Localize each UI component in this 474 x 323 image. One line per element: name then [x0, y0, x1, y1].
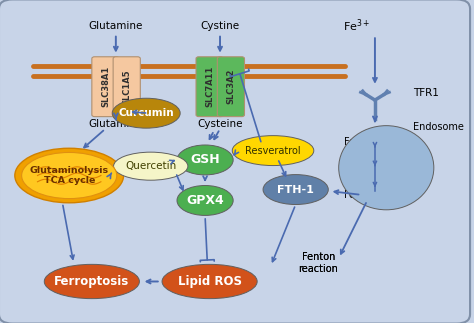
Text: SLC7A11: SLC7A11 [205, 66, 214, 107]
Ellipse shape [177, 145, 233, 175]
Text: GSH: GSH [190, 153, 220, 166]
Text: Glutamine: Glutamine [89, 21, 143, 31]
Text: Ferroptosis: Ferroptosis [54, 275, 129, 288]
Ellipse shape [44, 264, 139, 299]
Text: Resveratrol: Resveratrol [245, 146, 301, 156]
Ellipse shape [15, 148, 124, 203]
Text: Glutamine: Glutamine [89, 119, 143, 129]
Ellipse shape [22, 152, 117, 199]
Text: SLC1A5: SLC1A5 [122, 69, 131, 105]
Text: Cysteine: Cysteine [197, 119, 243, 129]
Text: Fe$^{2+}$: Fe$^{2+}$ [343, 187, 367, 201]
Text: Cystine: Cystine [201, 21, 239, 31]
FancyBboxPatch shape [113, 57, 140, 117]
FancyBboxPatch shape [92, 57, 119, 117]
FancyBboxPatch shape [217, 57, 245, 117]
Text: Fe$^{3+}$: Fe$^{3+}$ [343, 18, 371, 34]
Text: Glutaminolysis
TCA cycle: Glutaminolysis TCA cycle [30, 166, 109, 185]
Text: Fe$^{2+}$: Fe$^{2+}$ [343, 159, 367, 173]
Ellipse shape [112, 98, 180, 128]
Text: STEAP3: STEAP3 [375, 149, 409, 158]
Ellipse shape [177, 185, 233, 215]
FancyBboxPatch shape [196, 57, 223, 117]
Text: GPX4: GPX4 [186, 194, 224, 207]
Text: Fenton
reaction: Fenton reaction [298, 252, 338, 274]
Text: Lipid ROS: Lipid ROS [178, 275, 242, 288]
Text: SLC38A1: SLC38A1 [101, 66, 110, 107]
Text: FTH-1: FTH-1 [277, 184, 314, 194]
Text: Fenton
reaction: Fenton reaction [298, 252, 338, 274]
Text: Endosome: Endosome [413, 122, 465, 132]
Ellipse shape [232, 136, 314, 166]
Text: TFR1: TFR1 [413, 88, 439, 98]
Text: DMT1: DMT1 [375, 174, 401, 183]
Ellipse shape [162, 264, 257, 299]
Text: Fe$^{3+}$: Fe$^{3+}$ [343, 134, 367, 148]
Ellipse shape [114, 152, 188, 180]
Ellipse shape [263, 175, 328, 204]
Ellipse shape [339, 126, 434, 210]
Text: Curcumin: Curcumin [118, 108, 174, 118]
Text: Quercetin: Quercetin [125, 161, 176, 171]
Text: SLC3A2: SLC3A2 [227, 69, 236, 104]
